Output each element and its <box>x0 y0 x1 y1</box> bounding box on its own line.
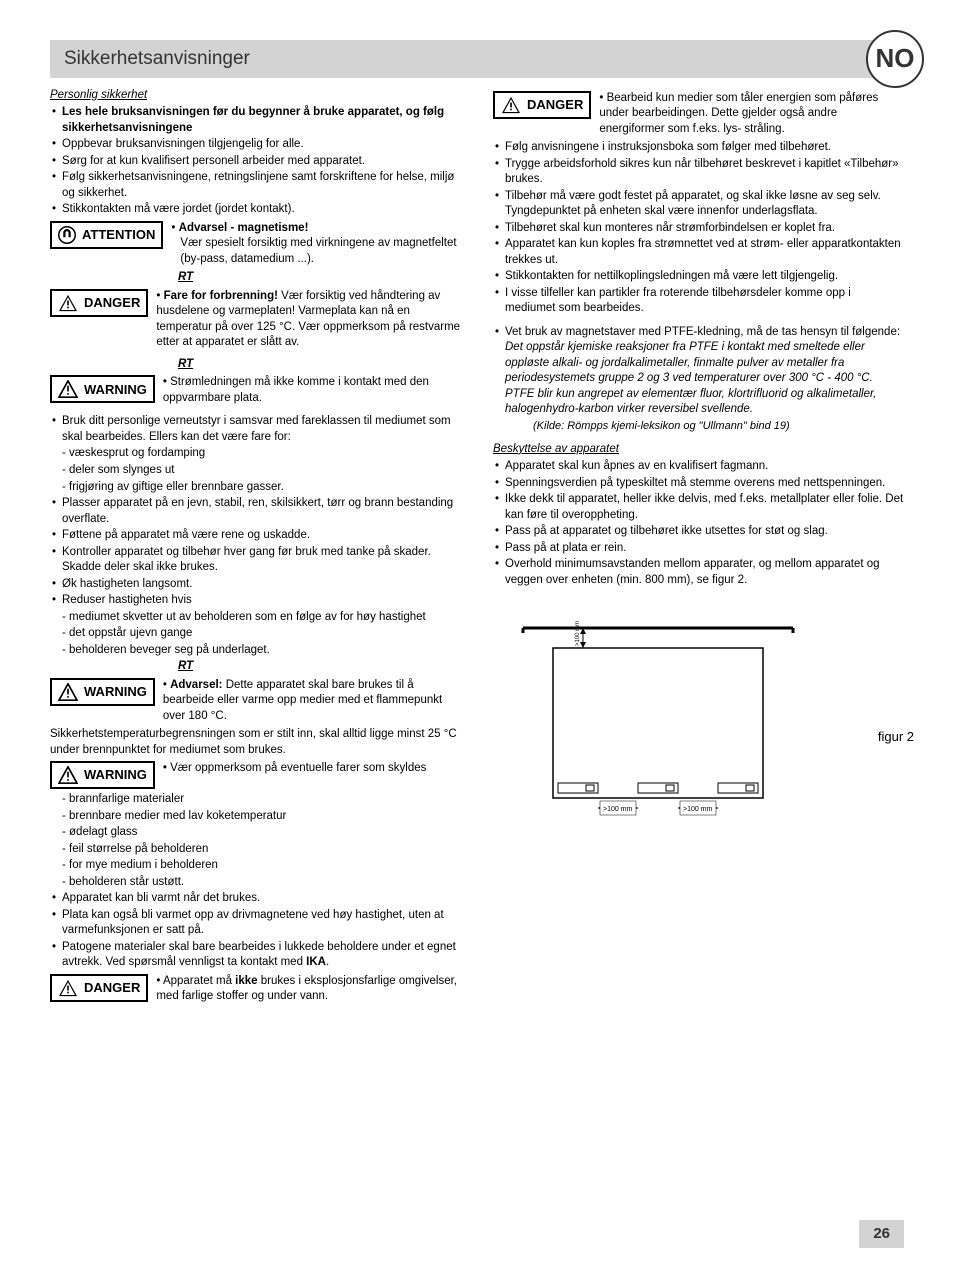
badge-text: • Strømledningen må ikke komme i kontakt… <box>163 375 461 406</box>
bullet-list: Apparatet kan bli varmt når det brukes. … <box>50 891 461 971</box>
sub-item: - brannfarlige materialer <box>50 792 461 808</box>
list-item: Bruk ditt personlige verneutstyr i samsv… <box>50 414 461 445</box>
badge-text: • Advarsel: Dette apparatet skal bare br… <box>163 678 461 725</box>
list-item: Apparatet kan kun koples fra strømnettet… <box>493 237 904 268</box>
danger-block: DANGER • Fare for forbrenning! Vær forsi… <box>50 289 461 351</box>
list-item: I visse tilfeller kan partikler fra rote… <box>493 286 904 317</box>
section-heading: Beskyttelse av apparatet <box>493 442 904 458</box>
list-item: Tilbehør må være godt festet på apparate… <box>493 189 904 220</box>
warning-block: WARNING • Vær oppmerksom på eventuelle f… <box>50 761 461 789</box>
warning-badge: WARNING <box>50 375 155 403</box>
list-item: Følg sikkerhetsanvisningene, retningslin… <box>50 170 461 201</box>
warning-block: WARNING • Advarsel: Dette apparatet skal… <box>50 678 461 725</box>
bullet-list: Bruk ditt personlige verneutstyr i samsv… <box>50 414 461 445</box>
paragraph: Sikkerhetstemperaturbegrensningen som er… <box>50 727 461 758</box>
warning-triangle-icon <box>58 294 78 312</box>
list-item: Patogene materialer skal bare bearbeides… <box>50 940 461 971</box>
sub-item: - brennbare medier med lav koketemperatu… <box>50 809 461 825</box>
list-item: Pass på at plata er rein. <box>493 541 904 557</box>
danger-block: DANGER • Bearbeid kun medier som tåler e… <box>493 91 904 138</box>
magnet-icon <box>58 226 76 244</box>
danger-block: DANGER • Apparatet må ikke brukes i eksp… <box>50 974 461 1005</box>
list-item: Føttene på apparatet må være rene og usk… <box>50 528 461 544</box>
sub-item: - mediumet skvetter ut av beholderen som… <box>50 610 461 626</box>
list-item: Kontroller apparatet og tilbehør hver ga… <box>50 545 461 576</box>
list-item: Apparatet skal kun åpnes av en kvalifise… <box>493 459 904 475</box>
list-item: Stikkontakten må være jordet (jordet kon… <box>50 202 461 218</box>
danger-badge: DANGER <box>50 289 148 317</box>
warning-triangle-icon <box>58 683 78 701</box>
list-item: Oppbevar bruksanvisningen tilgjengelig f… <box>50 137 461 153</box>
figure-caption: figur 2 <box>878 728 914 746</box>
warning-triangle-icon <box>58 979 78 997</box>
badge-text: • Bearbeid kun medier som tåler energien… <box>599 91 904 138</box>
sub-item: - beholderen beveger seg på underlaget. <box>50 643 461 659</box>
badge-text: • Apparatet må ikke brukes i eksplosjons… <box>156 974 461 1005</box>
warning-triangle-icon <box>58 380 78 398</box>
rt-label: RT <box>178 659 461 675</box>
bullet-list: Plasser apparatet på en jevn, stabil, re… <box>50 496 461 609</box>
danger-badge: DANGER <box>50 974 148 1002</box>
list-item: Plata kan også bli varmet opp av drivmag… <box>50 908 461 939</box>
list-item: Apparatet kan bli varmt når det brukes. <box>50 891 461 907</box>
list-item: Les hele bruksanvisningen før du begynne… <box>50 105 461 136</box>
clearance-diagram: >100 mm >100 mm <box>493 618 823 838</box>
badge-text: • Advarsel - magnetisme!Vær spesielt for… <box>171 221 461 268</box>
list-item: Ikke dekk til apparatet, heller ikke del… <box>493 492 904 523</box>
sub-item: - frigjøring av giftige eller brennbare … <box>50 480 461 496</box>
bullet-list: Vet bruk av magnetstaver med PTFE-kledni… <box>493 325 904 418</box>
section-heading: Personlig sikkerhet <box>50 88 461 104</box>
list-item: Stikkontakten for nettilkoplingsledninge… <box>493 269 904 285</box>
header-bar: Sikkerhetsanvisninger NO <box>50 40 904 78</box>
list-item: Plasser apparatet på en jevn, stabil, re… <box>50 496 461 527</box>
list-item: Trygge arbeidsforhold sikres kun når til… <box>493 157 904 188</box>
list-item: Følg anvisningene i instruksjonsboka som… <box>493 140 904 156</box>
warning-badge: WARNING <box>50 678 155 706</box>
rt-label: RT <box>178 357 461 373</box>
bullet-list: Følg anvisningene i instruksjonsboka som… <box>493 140 904 317</box>
warning-triangle-icon <box>501 96 521 114</box>
content-columns: Personlig sikkerhet Les hele bruksanvisn… <box>50 88 904 1008</box>
language-badge: NO <box>866 30 924 88</box>
attention-badge: ATTENTION <box>50 221 163 249</box>
sub-item: - ødelagt glass <box>50 825 461 841</box>
list-item: Overhold minimumsavstanden mellom appara… <box>493 557 904 588</box>
sub-item: - deler som slynges ut <box>50 463 461 479</box>
warning-badge: WARNING <box>50 761 155 789</box>
attention-block: ATTENTION • Advarsel - magnetisme!Vær sp… <box>50 221 461 268</box>
list-item: Reduser hastigheten hvis <box>50 593 461 609</box>
figure-2: >100 mm >100 mm <box>493 618 904 844</box>
page-title: Sikkerhetsanvisninger <box>64 48 250 69</box>
page-number: 26 <box>859 1220 904 1248</box>
sub-item: - det oppstår ujevn gange <box>50 626 461 642</box>
warning-block: WARNING • Strømledningen må ikke komme i… <box>50 375 461 406</box>
svg-text:>100 mm: >100 mm <box>575 621 581 646</box>
list-item: Sørg for at kun kvalifisert personell ar… <box>50 154 461 170</box>
svg-text:>100 mm: >100 mm <box>683 806 713 813</box>
badge-text: • Fare for forbrenning! Vær forsiktig ve… <box>156 289 461 351</box>
badge-text: • Vær oppmerksom på eventuelle farer som… <box>163 761 461 777</box>
list-item: Tilbehøret skal kun monteres når strømfo… <box>493 221 904 237</box>
rt-label: RT <box>178 270 461 286</box>
bullet-list: Apparatet skal kun åpnes av en kvalifise… <box>493 459 904 588</box>
left-column: Personlig sikkerhet Les hele bruksanvisn… <box>50 88 461 1008</box>
warning-triangle-icon <box>58 766 78 784</box>
source-citation: (Kilde: Römpps kjemi-leksikon og "Ullman… <box>493 419 904 434</box>
sub-item: - væskesprut og fordamping <box>50 446 461 462</box>
sub-item: - for mye medium i beholderen <box>50 858 461 874</box>
bullet-list: Les hele bruksanvisningen før du begynne… <box>50 105 461 218</box>
right-column: DANGER • Bearbeid kun medier som tåler e… <box>493 88 904 1008</box>
danger-badge: DANGER <box>493 91 591 119</box>
list-item: Vet bruk av magnetstaver med PTFE-kledni… <box>493 325 904 418</box>
list-item: Pass på at apparatet og tilbehøret ikke … <box>493 524 904 540</box>
sub-item: - feil størrelse på beholderen <box>50 842 461 858</box>
list-item: Spenningsverdien på typeskiltet må stemm… <box>493 476 904 492</box>
list-item: Øk hastigheten langsomt. <box>50 577 461 593</box>
svg-text:>100 mm: >100 mm <box>603 806 633 813</box>
sub-item: - beholderen står ustøtt. <box>50 875 461 891</box>
